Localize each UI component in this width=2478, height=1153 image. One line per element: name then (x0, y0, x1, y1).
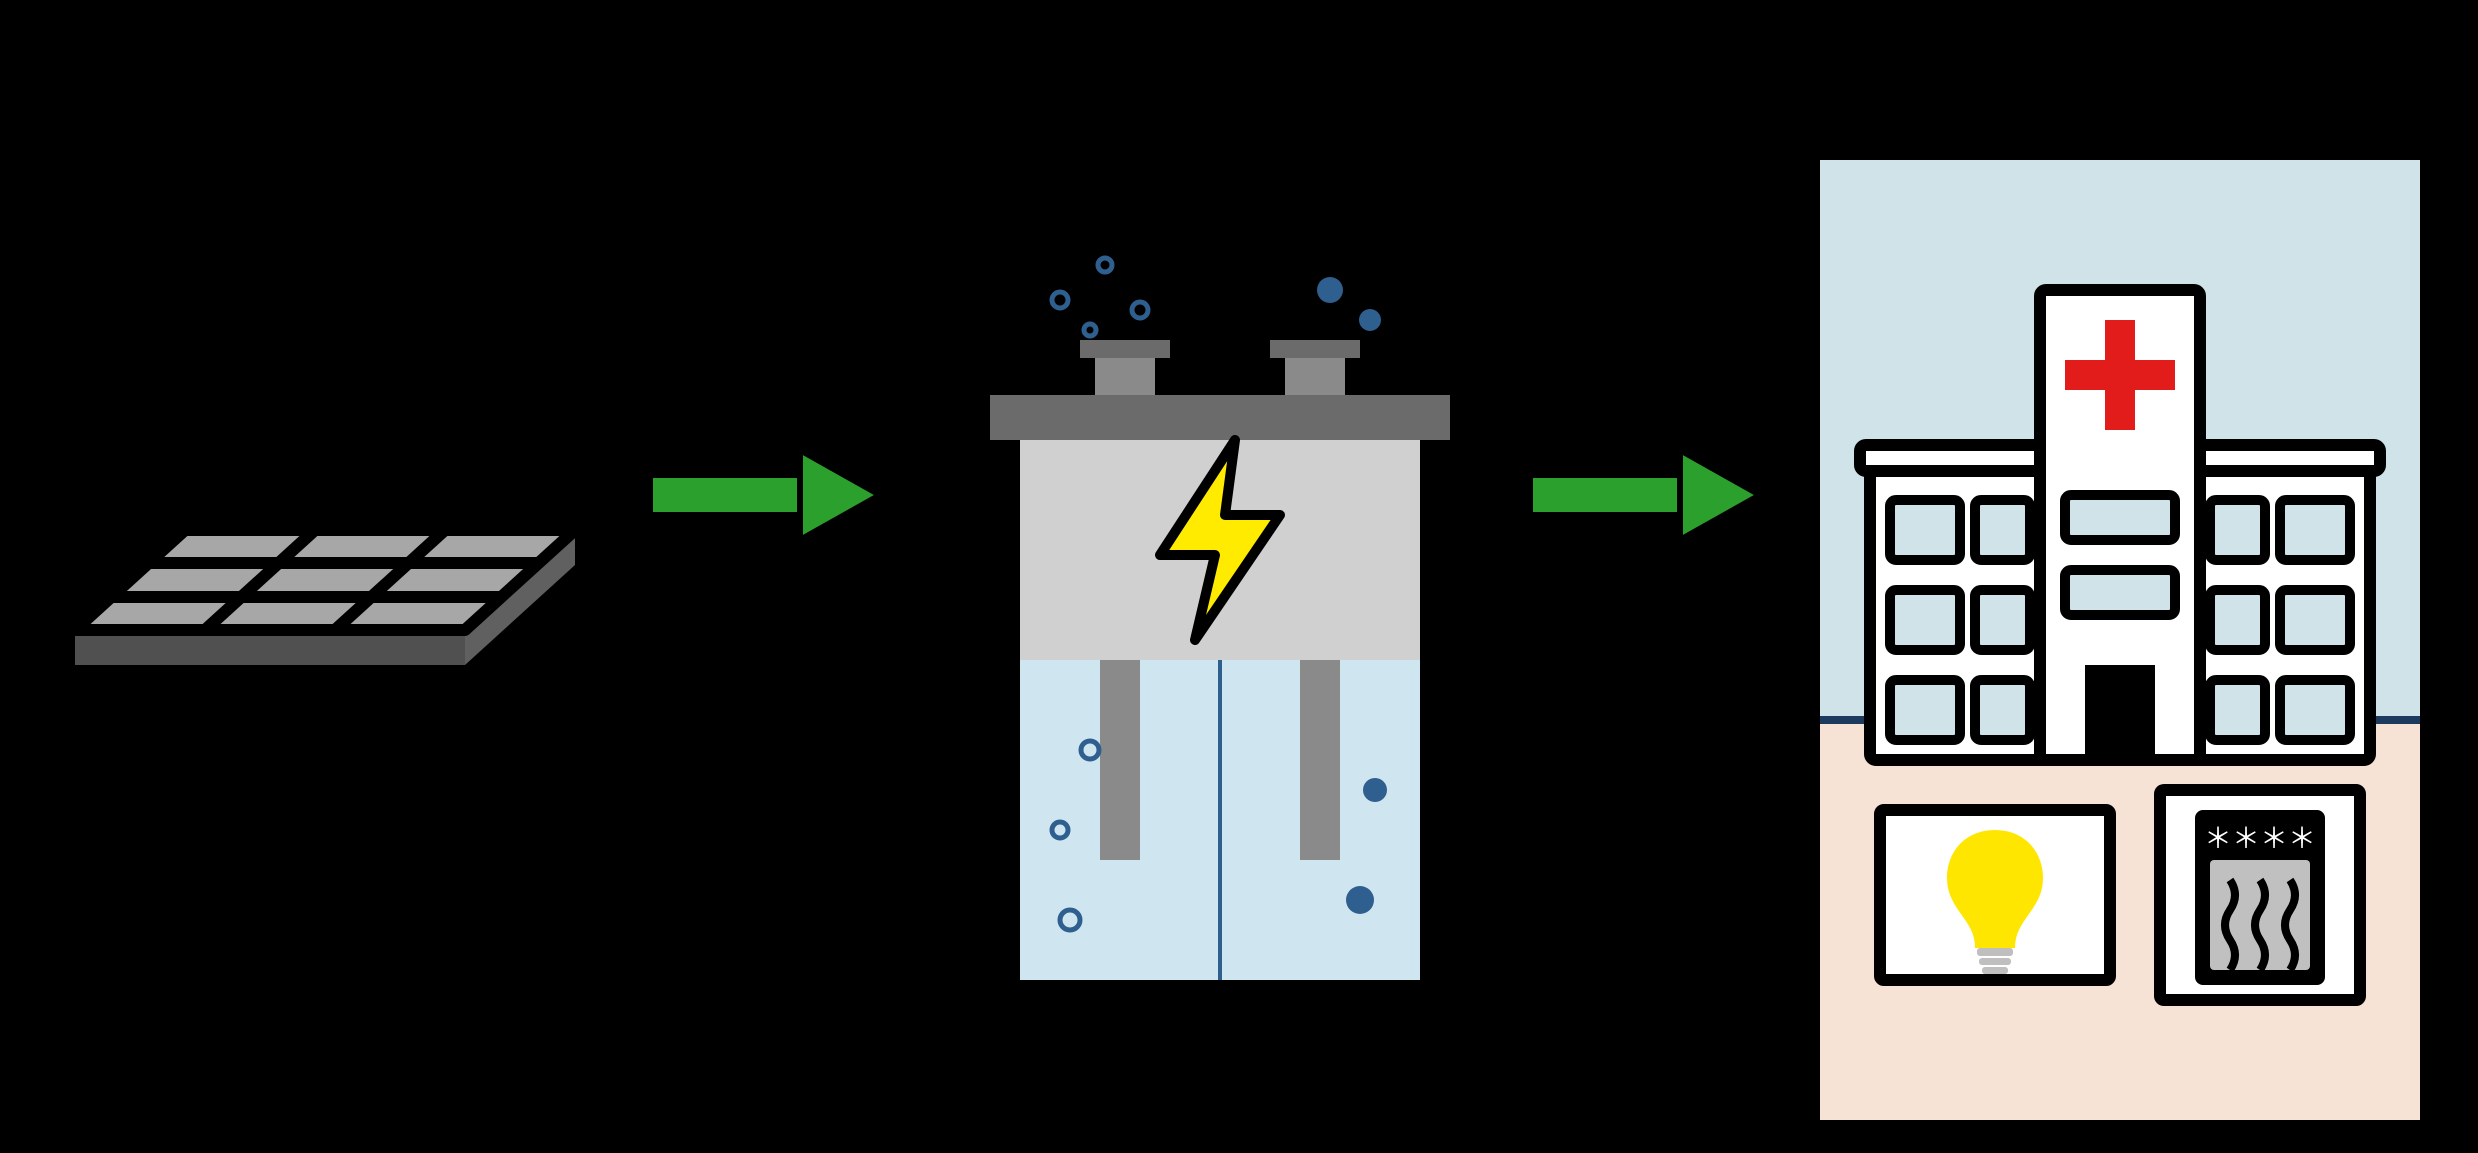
arrow-2 (1530, 450, 1760, 540)
freezer-stars: ＊＊＊＊ (2204, 823, 2316, 854)
refrigerator-icon: ＊＊＊＊ (2195, 810, 2325, 985)
refrigerator-card: ＊＊＊＊ (2160, 790, 2360, 1000)
arrow-1 (650, 450, 880, 540)
diagram-svg: ＊＊＊＊ (0, 0, 2478, 1153)
electrolyzer-icon (990, 258, 1450, 980)
lightbulb-card (1880, 810, 2110, 980)
hospital-panel: ＊＊＊＊ (1820, 160, 2420, 1120)
diagram-root: ＊＊＊＊ (0, 0, 2478, 1153)
solar-panel-icon (75, 530, 575, 665)
